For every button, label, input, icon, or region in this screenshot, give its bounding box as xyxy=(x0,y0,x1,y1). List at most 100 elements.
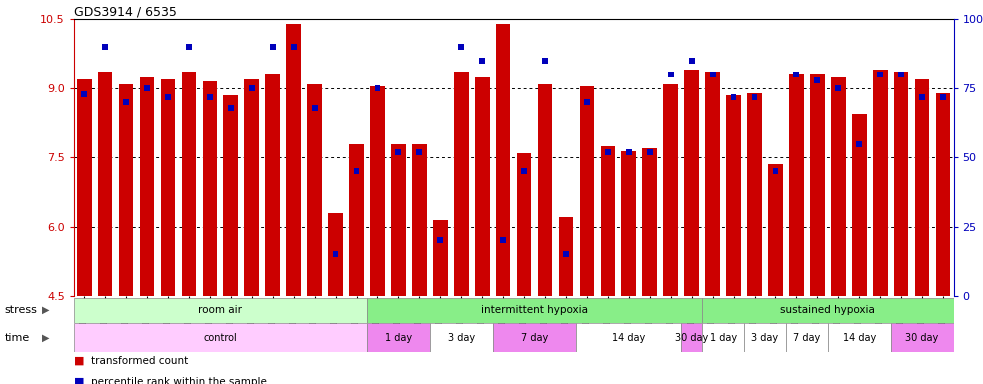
Text: GDS3914 / 6535: GDS3914 / 6535 xyxy=(74,5,177,18)
Text: control: control xyxy=(203,333,237,343)
Text: 14 day: 14 day xyxy=(842,333,876,343)
Bar xyxy=(705,72,720,296)
Bar xyxy=(371,86,384,296)
Bar xyxy=(291,44,297,50)
Bar xyxy=(458,44,464,50)
Bar xyxy=(576,323,681,352)
Bar xyxy=(332,251,338,257)
Bar xyxy=(82,91,87,97)
Text: 7 day: 7 day xyxy=(521,333,549,343)
Text: time: time xyxy=(5,333,30,343)
Bar xyxy=(752,94,758,99)
Bar xyxy=(517,153,532,296)
Text: 1 day: 1 day xyxy=(385,333,412,343)
Bar xyxy=(877,71,883,78)
Bar xyxy=(702,298,954,323)
Bar xyxy=(521,168,527,174)
Text: percentile rank within the sample: percentile rank within the sample xyxy=(91,377,267,384)
Bar xyxy=(160,79,175,296)
Bar xyxy=(684,70,699,296)
Bar xyxy=(437,237,443,243)
Bar xyxy=(810,74,825,296)
Bar xyxy=(664,84,678,296)
Bar xyxy=(584,99,590,105)
Bar xyxy=(354,168,360,174)
Bar xyxy=(768,164,782,296)
Bar xyxy=(667,71,673,78)
Bar xyxy=(74,298,367,323)
Bar xyxy=(202,81,217,296)
Bar xyxy=(417,149,423,155)
Bar xyxy=(681,323,702,352)
Bar xyxy=(773,168,779,174)
Bar xyxy=(689,58,695,64)
Text: 30 day: 30 day xyxy=(905,333,939,343)
Bar xyxy=(492,323,576,352)
Bar xyxy=(786,323,828,352)
Text: 14 day: 14 day xyxy=(612,333,646,343)
Bar xyxy=(605,149,610,155)
Bar xyxy=(789,74,804,296)
Text: ■: ■ xyxy=(74,356,85,366)
Bar xyxy=(312,105,318,111)
Bar xyxy=(412,144,427,296)
Text: sustained hypoxia: sustained hypoxia xyxy=(781,305,875,315)
Bar xyxy=(643,148,657,296)
Bar xyxy=(542,58,548,64)
Text: 30 day: 30 day xyxy=(675,333,709,343)
Bar xyxy=(626,149,632,155)
Bar xyxy=(726,95,741,296)
Bar xyxy=(940,94,946,99)
Bar xyxy=(852,114,867,296)
Bar xyxy=(915,79,929,296)
Text: stress: stress xyxy=(5,305,37,315)
Bar xyxy=(475,77,490,296)
Bar xyxy=(433,220,447,296)
Bar xyxy=(349,144,364,296)
Bar xyxy=(367,323,430,352)
Bar xyxy=(894,72,908,296)
Bar xyxy=(391,144,406,296)
Bar xyxy=(123,99,129,105)
Text: intermittent hypoxia: intermittent hypoxia xyxy=(481,305,588,315)
Text: transformed count: transformed count xyxy=(91,356,189,366)
Bar xyxy=(710,71,716,78)
Bar xyxy=(730,94,736,99)
Bar xyxy=(430,323,492,352)
Bar xyxy=(265,74,280,296)
Bar xyxy=(119,84,134,296)
Bar xyxy=(891,323,954,352)
Bar xyxy=(744,323,786,352)
Bar xyxy=(308,84,322,296)
Bar xyxy=(286,24,301,296)
Bar xyxy=(815,77,820,83)
Bar xyxy=(182,72,197,296)
Bar xyxy=(228,105,234,111)
Bar xyxy=(98,72,112,296)
Bar xyxy=(601,146,615,296)
Bar xyxy=(495,24,510,296)
Bar xyxy=(245,79,260,296)
Bar xyxy=(702,323,744,352)
Bar xyxy=(367,298,702,323)
Bar xyxy=(186,44,192,50)
Bar xyxy=(919,94,925,99)
Bar xyxy=(538,84,552,296)
Text: ▶: ▶ xyxy=(42,305,50,315)
Bar xyxy=(145,85,150,91)
Bar xyxy=(375,85,380,91)
Bar xyxy=(102,44,108,50)
Bar xyxy=(898,71,904,78)
Bar xyxy=(563,251,569,257)
Bar xyxy=(500,237,506,243)
Bar xyxy=(249,85,255,91)
Bar xyxy=(269,44,275,50)
Bar xyxy=(74,323,367,352)
Bar xyxy=(395,149,401,155)
Bar xyxy=(558,217,573,296)
Bar xyxy=(647,149,653,155)
Bar xyxy=(621,151,636,296)
Text: 3 day: 3 day xyxy=(447,333,475,343)
Bar xyxy=(77,79,91,296)
Bar xyxy=(793,71,799,78)
